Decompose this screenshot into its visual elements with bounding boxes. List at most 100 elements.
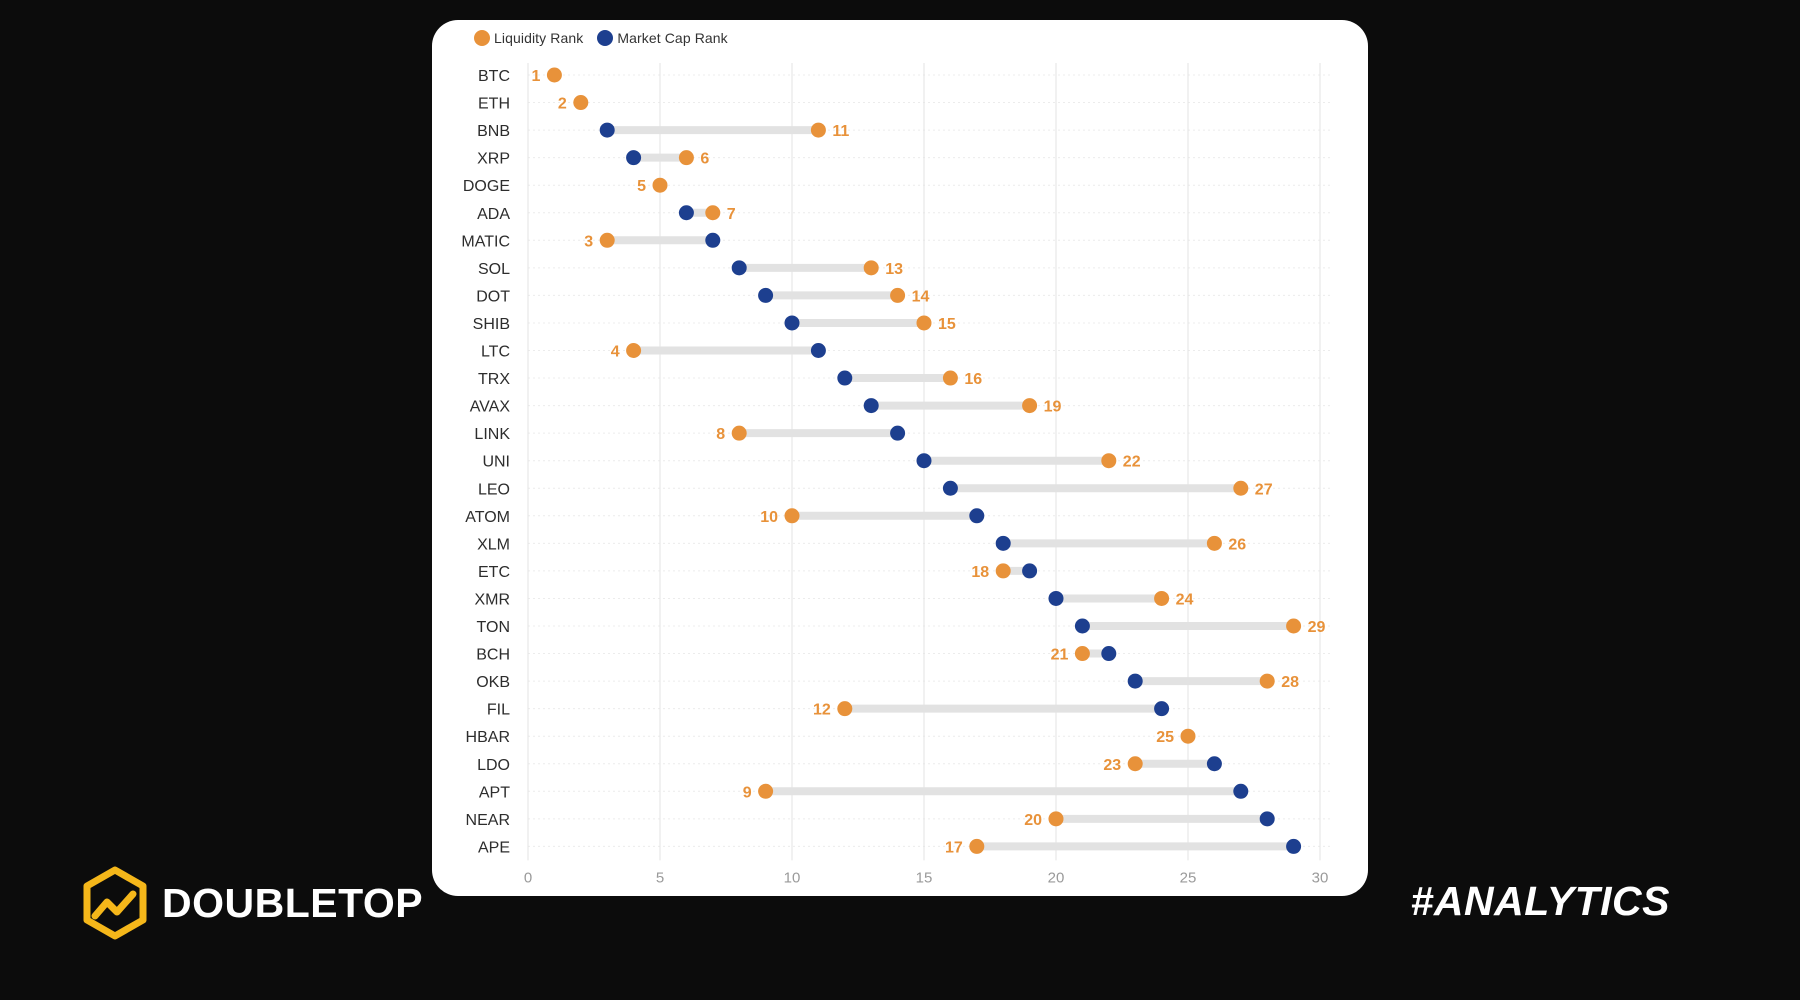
liquidity-point xyxy=(837,701,853,717)
liquidity-point xyxy=(916,315,932,331)
x-tick-label: 0 xyxy=(524,869,532,886)
liquidity-point xyxy=(758,783,774,799)
category-label: APT xyxy=(479,784,510,801)
liquidity-rank-label: 17 xyxy=(945,839,963,856)
category-label: SHIB xyxy=(473,316,510,333)
dumbbell-chart: 0 5 10 15 20 25 30 BTC 1 ETH 2 BNB 11 XRP 6 DOGE 5 ADA 7 MA… xyxy=(461,63,1330,886)
category-label: BNB xyxy=(477,123,510,140)
liquidity-point xyxy=(1180,728,1196,744)
category-label: OKB xyxy=(476,674,510,691)
x-tick-label: 10 xyxy=(784,869,801,886)
legend-swatch-market-cap xyxy=(597,30,614,46)
liquidity-rank-label: 29 xyxy=(1308,619,1326,636)
category-label: XMR xyxy=(474,591,510,608)
x-tick-label: 15 xyxy=(916,869,933,886)
liquidity-point xyxy=(1259,673,1275,689)
market-cap-point xyxy=(916,453,932,469)
market-cap-point xyxy=(731,260,747,276)
legend-item-liquidity[interactable]: Liquidity Rank xyxy=(474,30,583,46)
legend-swatch-liquidity xyxy=(474,30,490,46)
liquidity-rank-label: 5 xyxy=(637,178,646,195)
category-label: DOT xyxy=(476,288,510,305)
x-tick-label: 25 xyxy=(1180,869,1197,886)
market-cap-point xyxy=(1101,646,1117,662)
market-cap-point xyxy=(626,150,642,166)
category-label: XLM xyxy=(477,536,510,553)
liquidity-rank-label: 16 xyxy=(964,371,982,388)
market-cap-point xyxy=(1286,838,1302,854)
liquidity-rank-label: 1 xyxy=(531,68,540,85)
market-cap-point xyxy=(758,287,774,303)
chart-legend: Liquidity Rank Market Cap Rank xyxy=(474,26,728,50)
liquidity-rank-label: 25 xyxy=(1156,729,1174,746)
legend-label-liquidity: Liquidity Rank xyxy=(494,30,584,46)
hashtag-label: #ANALYTICS xyxy=(1410,878,1670,924)
liquidity-rank-label: 22 xyxy=(1123,454,1141,471)
legend-item-market-cap[interactable]: Market Cap Rank xyxy=(597,30,728,46)
category-label: TRX xyxy=(478,371,510,388)
market-cap-point xyxy=(890,425,906,441)
liquidity-rank-label: 3 xyxy=(584,233,593,250)
liquidity-point xyxy=(573,95,589,111)
liquidity-point xyxy=(1154,590,1170,606)
market-cap-point xyxy=(863,398,879,414)
market-cap-point xyxy=(1127,673,1143,689)
liquidity-rank-label: 28 xyxy=(1281,674,1299,691)
market-cap-point xyxy=(1074,618,1090,634)
liquidity-rank-label: 10 xyxy=(760,509,778,526)
liquidity-point xyxy=(1048,811,1064,827)
category-label: BCH xyxy=(476,647,510,664)
market-cap-point xyxy=(1259,811,1275,827)
liquidity-rank-label: 23 xyxy=(1103,757,1121,774)
market-cap-point xyxy=(1048,590,1064,606)
chart-card: Liquidity Rank Market Cap Rank 0 5 10 15 20 2… xyxy=(432,20,1368,896)
brand-name: DOUBLETOP xyxy=(162,879,424,926)
market-cap-point xyxy=(1206,756,1222,772)
category-label: UNI xyxy=(482,454,510,471)
liquidity-point xyxy=(863,260,879,276)
liquidity-rank-label: 19 xyxy=(1044,399,1062,416)
category-label: APE xyxy=(478,839,510,856)
category-label: TON xyxy=(477,619,510,636)
legend-label-market-cap: Market Cap Rank xyxy=(617,30,728,46)
market-cap-point xyxy=(784,315,800,331)
category-label: SOL xyxy=(478,261,510,278)
market-cap-point xyxy=(995,535,1011,551)
liquidity-rank-label: 8 xyxy=(716,426,725,443)
liquidity-point xyxy=(969,838,985,854)
category-label: ADA xyxy=(477,206,510,223)
liquidity-rank-label: 14 xyxy=(912,288,930,305)
x-tick-label: 5 xyxy=(656,869,664,886)
category-label: ATOM xyxy=(465,509,510,526)
category-label: ETC xyxy=(478,564,510,581)
liquidity-point xyxy=(678,150,694,166)
category-label: XRP xyxy=(477,151,510,168)
liquidity-rank-label: 4 xyxy=(611,344,620,361)
liquidity-rank-label: 7 xyxy=(727,206,736,223)
liquidity-point xyxy=(1127,756,1143,772)
liquidity-rank-label: 11 xyxy=(832,123,849,140)
liquidity-point xyxy=(599,232,615,248)
category-label: AVAX xyxy=(470,399,511,416)
market-cap-point xyxy=(678,205,694,221)
liquidity-point xyxy=(1233,480,1249,496)
liquidity-rank-label: 20 xyxy=(1024,812,1042,829)
liquidity-rank-label: 26 xyxy=(1228,536,1246,553)
liquidity-point xyxy=(1074,646,1090,662)
market-cap-point xyxy=(837,370,853,386)
market-cap-point xyxy=(599,122,615,138)
liquidity-rank-label: 27 xyxy=(1255,481,1273,498)
market-cap-point xyxy=(942,480,958,496)
category-label: LEO xyxy=(478,481,510,498)
liquidity-point xyxy=(810,122,826,138)
liquidity-point xyxy=(546,67,562,83)
doubletop-logo-icon xyxy=(83,866,147,940)
market-cap-point xyxy=(1022,563,1038,579)
market-cap-point xyxy=(810,343,826,358)
liquidity-point xyxy=(1206,535,1222,551)
liquidity-point xyxy=(705,205,721,221)
x-tick-label: 20 xyxy=(1048,869,1065,886)
liquidity-point xyxy=(626,343,642,358)
liquidity-rank-label: 2 xyxy=(558,96,567,113)
liquidity-rank-label: 9 xyxy=(743,784,752,801)
